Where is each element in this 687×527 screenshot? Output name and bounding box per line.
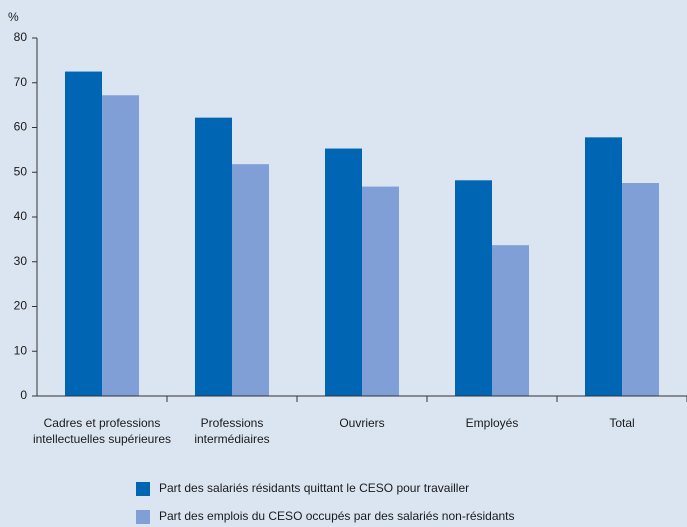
y-tick-label: 10 <box>14 343 28 357</box>
bar <box>622 182 659 396</box>
y-tick-label: 0 <box>20 388 27 402</box>
bar <box>65 71 102 396</box>
y-tick-label: 40 <box>14 209 28 223</box>
x-tick-label: Ouvriers <box>339 416 384 430</box>
y-axis-label: % <box>8 10 19 24</box>
x-tick-label: Professions intermédiaires <box>194 416 269 446</box>
bar <box>585 137 622 396</box>
y-tick-label: 70 <box>14 75 28 89</box>
bar <box>325 148 362 396</box>
legend-label: Part des salariés résidants quittant le … <box>159 481 469 495</box>
x-tick-label: Cadres et professions intellectuelles sup… <box>33 416 171 446</box>
x-tick-label: Total <box>609 416 634 430</box>
y-tick-label: 20 <box>14 299 28 313</box>
legend-swatch <box>136 510 150 524</box>
bar <box>492 245 529 396</box>
y-tick-label: 60 <box>14 120 28 134</box>
bar <box>102 95 139 396</box>
y-tick-label: 50 <box>14 164 28 178</box>
bar <box>232 164 269 396</box>
legend-label: Part des emplois du CESO occupés par des… <box>159 509 515 523</box>
y-tick-label: 80 <box>14 30 28 44</box>
x-tick-label: Employés <box>466 416 519 430</box>
legend-swatch <box>136 482 150 496</box>
y-tick-label: 30 <box>14 254 28 268</box>
bar <box>455 180 492 396</box>
bar <box>362 186 399 396</box>
bar <box>195 117 232 396</box>
